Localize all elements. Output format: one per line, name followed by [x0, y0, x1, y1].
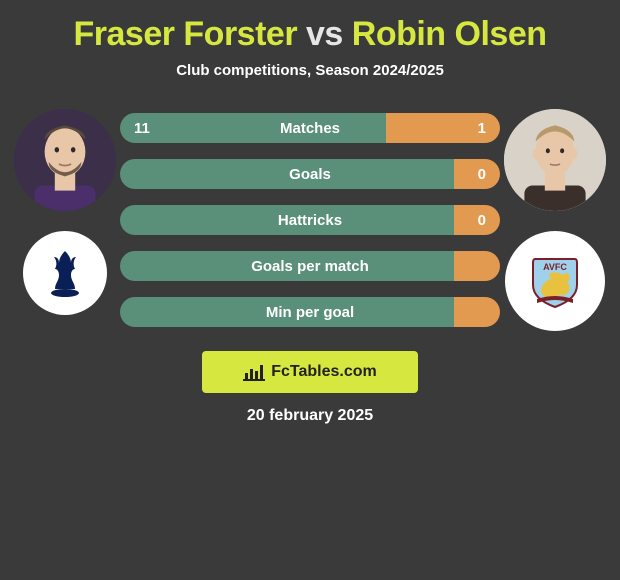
stat-value-right: 0	[478, 166, 486, 183]
title-player-left: Fraser Forster	[74, 15, 298, 53]
stat-bar-right	[454, 251, 500, 281]
stat-bar: Goals per match	[120, 251, 500, 281]
stat-bar-right: 0	[454, 205, 500, 235]
stat-bar: 0Hattricks	[120, 205, 500, 235]
stat-value-right: 1	[478, 120, 486, 137]
player-right-face-icon	[504, 109, 606, 211]
stat-value-right: 0	[478, 212, 486, 229]
stat-bar: 111Matches	[120, 113, 500, 143]
stat-bar-right: 1	[386, 113, 500, 143]
stat-bar-left	[120, 297, 454, 327]
stat-bar: 0Goals	[120, 159, 500, 189]
player-left-avatar	[14, 109, 116, 211]
title-player-right: Robin Olsen	[352, 15, 547, 53]
player-left-column	[10, 109, 120, 315]
stat-bar-left	[120, 251, 454, 281]
stat-bar-right: 0	[454, 159, 500, 189]
player-left-face-icon	[14, 109, 116, 211]
chart-icon	[243, 363, 265, 381]
page-title: Fraser Forster vs Robin Olsen	[0, 0, 620, 62]
stats-column: 111Matches0Goals0HattricksGoals per matc…	[120, 109, 500, 327]
avfc-badge-icon: AVFC	[515, 241, 595, 321]
player-right-club-badge: AVFC	[505, 231, 605, 331]
comparison-panel: 111Matches0Goals0HattricksGoals per matc…	[0, 109, 620, 331]
subtitle: Club competitions, Season 2024/2025	[0, 62, 620, 79]
player-left-club-badge	[23, 231, 107, 315]
spurs-badge-icon	[35, 243, 95, 303]
footer-date: 20 february 2025	[0, 407, 620, 425]
stat-bar-left: 11	[120, 113, 386, 143]
branding-badge: FcTables.com	[202, 351, 418, 393]
stat-bar-right	[454, 297, 500, 327]
svg-text:AVFC: AVFC	[543, 262, 567, 272]
stat-bar-left	[120, 205, 454, 235]
stat-bar: Min per goal	[120, 297, 500, 327]
player-right-column: AVFC	[500, 109, 610, 331]
stat-bar-left	[120, 159, 454, 189]
stat-value-left: 11	[134, 120, 150, 137]
player-right-avatar	[504, 109, 606, 211]
title-vs: vs	[297, 15, 352, 53]
branding-label: FcTables.com	[271, 363, 377, 381]
